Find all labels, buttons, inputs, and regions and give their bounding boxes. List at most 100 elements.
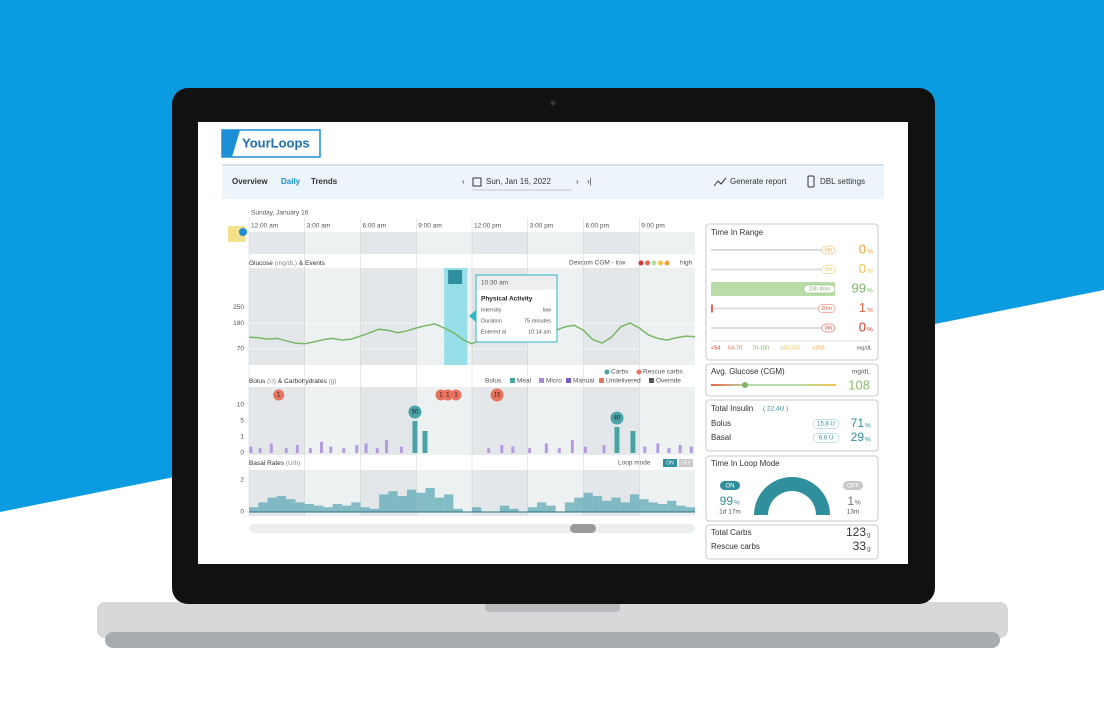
rescue-value: 33 bbox=[853, 539, 867, 553]
time-band bbox=[304, 268, 361, 365]
tir-unit: % bbox=[867, 307, 873, 314]
cgm-dot bbox=[645, 260, 650, 266]
date[interactable]: Sun, Jan 16, 2022 bbox=[486, 177, 551, 186]
time-band bbox=[527, 387, 584, 455]
add-note[interactable] bbox=[239, 228, 247, 236]
basal-bar bbox=[369, 508, 380, 512]
basal-bar bbox=[685, 507, 695, 512]
tir-unit: % bbox=[867, 327, 873, 334]
range-unit: mg/dL bbox=[857, 345, 872, 351]
legend-swatch bbox=[539, 378, 544, 383]
carbs-title: Total Carbs bbox=[711, 528, 751, 537]
on-value: 99 bbox=[720, 494, 734, 508]
basal-bar bbox=[388, 491, 398, 512]
cgm-source: Dexcom CGM - low bbox=[569, 260, 626, 267]
time-label: 12:00 pm bbox=[474, 223, 501, 230]
micro-bolus bbox=[500, 445, 504, 453]
tab[interactable]: Overview bbox=[232, 177, 268, 186]
y-tick-label: 180 bbox=[233, 320, 244, 327]
time-label: 6:00 am bbox=[363, 223, 387, 230]
basal-bar bbox=[611, 497, 621, 512]
tir-time: 0m bbox=[825, 247, 833, 253]
tir-value: 99 bbox=[852, 280, 866, 295]
basal-bar bbox=[602, 500, 612, 512]
loop-donut bbox=[754, 477, 830, 515]
cgm-dot bbox=[638, 260, 644, 266]
insulin-pill bbox=[812, 419, 840, 429]
micro-bolus bbox=[528, 448, 532, 453]
avg-indicator bbox=[742, 382, 748, 388]
header-rule bbox=[222, 164, 884, 166]
micro-bolus bbox=[678, 445, 682, 453]
cgm-dot bbox=[664, 260, 670, 266]
basal-bar bbox=[639, 499, 649, 512]
last-day[interactable]: ›| bbox=[587, 177, 592, 186]
legend-label: Manual bbox=[573, 378, 595, 385]
next-day[interactable]: › bbox=[576, 177, 579, 186]
prev-day[interactable]: ‹ bbox=[462, 177, 465, 186]
cgm-dot bbox=[651, 260, 657, 266]
basal-bar bbox=[425, 488, 435, 512]
legend-swatch bbox=[566, 378, 571, 383]
basal-bar bbox=[574, 497, 584, 512]
time-label: 9:00 pm bbox=[641, 223, 665, 230]
basal-bar bbox=[667, 500, 677, 512]
scrollbar[interactable] bbox=[249, 524, 695, 533]
laptop-base-edge bbox=[105, 632, 1000, 648]
rescue-unit: g bbox=[867, 546, 871, 553]
tooltip-arrow bbox=[469, 310, 476, 322]
time-band bbox=[416, 232, 472, 254]
tir-bar bbox=[711, 304, 713, 313]
unit: (U/h) bbox=[286, 460, 300, 467]
tir-bar bbox=[711, 282, 835, 296]
carb-marker bbox=[408, 405, 422, 419]
off-unit: % bbox=[855, 500, 861, 507]
time-label: 12:00 am bbox=[251, 223, 278, 230]
range-label: 54-70 bbox=[728, 345, 742, 351]
micro-bolus bbox=[319, 441, 323, 453]
tab-active[interactable]: Daily bbox=[281, 177, 301, 186]
loop-off[interactable] bbox=[679, 459, 693, 467]
basal-bar bbox=[676, 505, 686, 512]
off-value: 1 bbox=[847, 494, 854, 508]
insulin-unit: % bbox=[865, 423, 871, 430]
day-label: Sunday, January 16 bbox=[251, 210, 309, 217]
tir-unit: % bbox=[867, 268, 873, 275]
carb-marker bbox=[442, 389, 454, 401]
carbs-card bbox=[705, 524, 879, 560]
settings[interactable]: DBL settings bbox=[820, 177, 865, 186]
range-label: 180-250 bbox=[780, 345, 800, 351]
report-icon bbox=[713, 177, 727, 187]
tab[interactable]: Trends bbox=[311, 177, 338, 186]
micro-bolus bbox=[385, 440, 389, 453]
tir-title: Time In Range bbox=[711, 228, 764, 237]
rescue-title: Rescue carbs bbox=[711, 542, 760, 551]
micro-bolus bbox=[544, 443, 548, 453]
basal-bar bbox=[286, 499, 296, 512]
time-band bbox=[360, 232, 417, 254]
device-icon bbox=[807, 175, 815, 188]
micro-bolus bbox=[602, 445, 606, 453]
micro-bolus bbox=[375, 448, 379, 453]
on-time: 1d 17m bbox=[719, 509, 741, 516]
legend-dot bbox=[604, 369, 610, 375]
generate-report[interactable]: Generate report bbox=[730, 177, 787, 186]
legend-swatch bbox=[510, 378, 515, 383]
loop-label: Loop mode bbox=[618, 460, 651, 467]
tir-value: 0 bbox=[859, 319, 866, 334]
basal-bar bbox=[397, 496, 407, 512]
basal-bar bbox=[267, 497, 277, 512]
cgm-dot bbox=[658, 260, 663, 266]
loop-title: Time In Loop Mode bbox=[711, 459, 780, 468]
micro-bolus bbox=[269, 443, 273, 453]
legend-label: Undelivered bbox=[606, 378, 641, 385]
laptop-notch bbox=[485, 602, 620, 612]
scroll-thumb[interactable] bbox=[570, 524, 596, 533]
loop-on[interactable] bbox=[663, 459, 677, 467]
off-label: OFF bbox=[847, 484, 859, 490]
micro-bolus bbox=[656, 443, 660, 453]
basal-bar bbox=[332, 504, 342, 512]
title: & Carbohydrates bbox=[278, 378, 328, 385]
range-label: 70-180 bbox=[752, 345, 769, 351]
